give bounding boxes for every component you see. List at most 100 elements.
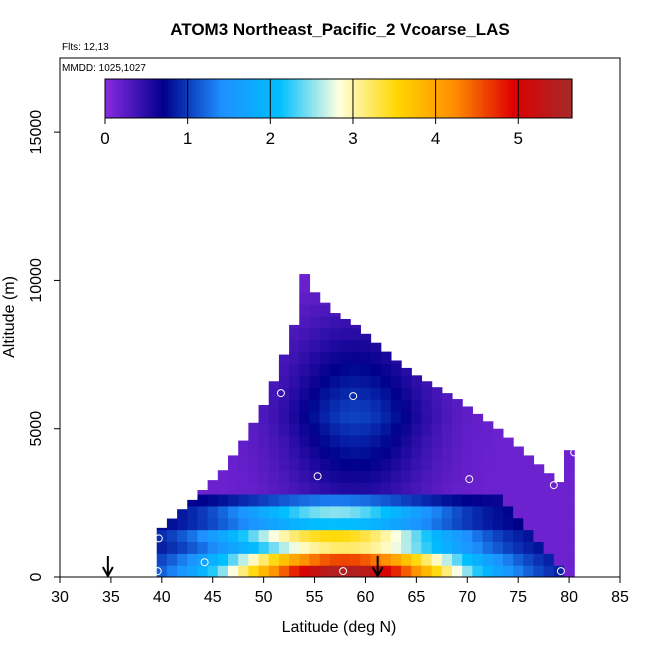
heatmap-cell: [319, 302, 331, 305]
heatmap-cell: [309, 399, 321, 412]
colorbar-segment: [248, 79, 253, 118]
heatmap-cell: [421, 470, 433, 483]
heatmap-cell: [319, 458, 331, 471]
heatmap-cell: [350, 505, 361, 519]
heatmap-cell: [319, 529, 331, 543]
colorbar-segment: [508, 79, 513, 118]
colorbar-segment: [351, 79, 356, 118]
colorbar-segment: [391, 79, 396, 118]
heatmap-cell: [309, 292, 321, 305]
heatmap-cell: [228, 517, 239, 531]
heatmap-cell: [380, 565, 392, 577]
heatmap-cell: [166, 518, 178, 531]
heatmap-cell: [340, 470, 351, 483]
heatmap-cell: [299, 505, 311, 519]
colorbar-segment: [265, 79, 270, 118]
colorbar-segment: [471, 79, 476, 118]
sample-point: [313, 472, 322, 481]
heatmap-cell: [289, 446, 300, 459]
heatmap-cell: [553, 565, 565, 577]
colorbar-segment: [488, 79, 493, 118]
heatmap-cell: [390, 387, 402, 400]
colorbar-segment: [548, 79, 553, 118]
sample-point: [200, 558, 209, 567]
heatmap-cell: [462, 541, 473, 554]
colorbar-segment: [515, 79, 520, 118]
heatmap-cell: [228, 493, 239, 507]
heatmap-cell: [452, 458, 463, 471]
heatmap-cell: [401, 565, 412, 577]
heatmap-cell: [299, 304, 311, 317]
y-axis-label: Altitude (m): [1, 276, 18, 358]
colorbar-segment: [568, 79, 573, 118]
heatmap-cell: [482, 553, 494, 566]
colorbar-segment: [455, 79, 460, 118]
heatmap-cell: [441, 529, 453, 543]
heatmap-cell: [350, 339, 361, 353]
x-tick-label: 45: [204, 589, 222, 606]
colorbar-segment: [128, 79, 133, 118]
colorbar-segment: [185, 79, 189, 118]
heatmap-cell: [350, 446, 361, 459]
colorbar-segment: [441, 79, 446, 118]
heatmap-cell: [421, 505, 433, 519]
colorbar-segment: [415, 79, 420, 118]
heatmap-cell: [441, 446, 453, 459]
heatmap-cell: [401, 553, 412, 566]
heatmap-cell: [452, 399, 463, 412]
heatmap-cell: [268, 458, 280, 471]
colorbar-segment: [388, 79, 393, 118]
sample-point: [154, 534, 163, 543]
colorbar-segment: [215, 79, 220, 118]
heatmap-cell: [309, 410, 321, 424]
heatmap-cell: [258, 422, 270, 436]
heatmap-cell: [370, 553, 382, 566]
heatmap-cell: [533, 505, 545, 519]
colorbar-segment: [175, 79, 179, 118]
heatmap-cell: [421, 422, 433, 436]
heatmap-cell: [268, 529, 280, 543]
heatmap-cell: [390, 434, 402, 448]
heatmap-cell: [258, 404, 270, 412]
y-tick-label: 10000: [28, 258, 45, 303]
heatmap-cell: [360, 505, 372, 519]
heatmap-cell: [492, 529, 504, 543]
heatmap-cell: [268, 493, 280, 507]
heatmap-cell: [533, 553, 545, 566]
colorbar-segment: [161, 79, 166, 118]
heatmap-cell: [401, 541, 412, 554]
heatmap-cell: [309, 458, 321, 471]
heatmap-cell: [217, 482, 229, 495]
colorbar-segment: [445, 79, 450, 118]
heatmap-cell: [238, 446, 249, 459]
heatmap-cell: [390, 482, 402, 495]
heatmap-cell: [441, 458, 453, 471]
heatmap-cell: [360, 339, 372, 353]
heatmap-cell: [309, 339, 321, 353]
heatmap-cell: [360, 493, 372, 507]
heatmap-cell: [340, 363, 351, 376]
colorbar-segment: [468, 79, 473, 118]
heatmap-cell: [340, 410, 351, 424]
heatmap-cell: [523, 482, 535, 495]
heatmap-cell: [299, 493, 311, 507]
colorbar-segment: [425, 79, 430, 118]
heatmap-cell: [340, 482, 351, 495]
heatmap-cell: [390, 410, 402, 424]
heatmap-cell: [543, 553, 555, 566]
heatmap-cell: [472, 434, 484, 448]
heatmap-cell: [553, 482, 565, 495]
heatmap-cell: [472, 470, 484, 483]
heatmap-cell: [502, 437, 514, 448]
heatmap-cell: [380, 505, 392, 519]
colorbar-segment: [111, 79, 116, 118]
heatmap-cell: [166, 565, 178, 577]
heatmap-cell: [390, 360, 402, 365]
colorbar-segment: [535, 79, 540, 118]
heatmap-cell: [441, 422, 453, 436]
heatmap-cell: [166, 553, 178, 566]
colorbar-segment: [191, 79, 196, 118]
heatmap-cell: [411, 529, 423, 543]
heatmap-cell: [350, 565, 361, 577]
sample-point: [349, 392, 358, 401]
